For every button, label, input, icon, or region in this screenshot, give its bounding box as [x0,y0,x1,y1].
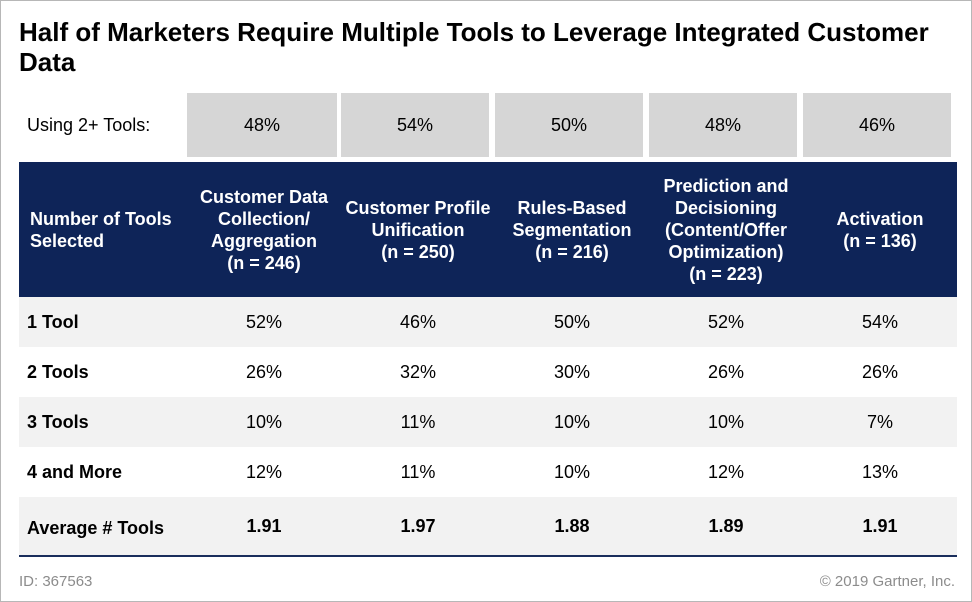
column-n: (n = 216) [535,241,609,262]
row-label: 1 Tool [27,312,79,332]
table-cell: 30% [553,361,591,382]
table-cell: 52% [245,311,283,332]
table-cell: 10% [553,411,591,432]
summary-row: Using 2+ Tools: 48% 54% 50% 48% 46% [19,93,957,157]
column-name: Activation [836,208,924,229]
column-header: Prediction and Decisioning (Content/Offe… [649,162,803,297]
copyright: © 2019 Gartner, Inc. [819,573,955,590]
column-header: Activation (n = 136) [803,162,957,297]
row-label: Average # Tools [27,518,165,538]
table-cell: 46% [399,311,437,332]
table-cell: 1.88 [554,515,590,536]
summary-cell: 54% [341,93,489,157]
table-cell: 32% [399,361,437,382]
header-label: Number of Tools Selected [19,162,187,297]
table-cell: 7% [866,411,893,432]
table-row: 1 Tool 52% 46% 50% 52% 54% [19,297,957,347]
row-label: 3 Tools [27,412,89,432]
table-cell: 11% [400,461,436,482]
table-row: 3 Tools 10% 11% 10% 10% 7% [19,397,957,447]
table-cell: 26% [861,361,899,382]
column-name: Rules-Based Segmentation [512,197,632,240]
summary-cell: 48% [187,93,337,157]
chart-title: Half of Marketers Require Multiple Tools… [19,17,929,77]
table-cell: 1.91 [246,515,282,536]
table-cell: 26% [707,361,745,382]
column-header: Customer Profile Unification (n = 250) [341,162,495,297]
summary-row-label: Using 2+ Tools: [27,115,151,135]
table-cell: 26% [245,361,283,382]
column-n: (n = 136) [843,230,917,251]
table-cell: 11% [400,411,436,432]
column-header: Rules-Based Segmentation (n = 216) [495,162,649,297]
table-cell: 1.97 [400,515,436,536]
column-n: (n = 223) [689,263,763,284]
table-cell: 12% [707,461,745,482]
summary-cell: 50% [495,93,643,157]
column-name: Prediction and Decisioning (Content/Offe… [663,175,789,262]
table-row: 4 and More 12% 11% 10% 12% 13% [19,447,957,497]
row-label: 4 and More [27,462,123,482]
data-table: Number of Tools Selected Customer Data C… [19,162,957,555]
column-header: Customer Data Collection/ Aggregation (n … [187,162,341,297]
column-n: (n = 250) [381,241,455,262]
column-name: Customer Data Collection/ Aggregation [199,186,329,251]
row-label: 2 Tools [27,362,89,382]
summary-cell: 46% [803,93,951,157]
average-row: Average # Tools 1.91 1.97 1.88 1.89 1.91 [19,497,957,555]
table-cell: 54% [861,311,899,332]
table-cell: 1.91 [862,515,898,536]
table-cell: 10% [245,411,283,432]
table-cell: 52% [707,311,745,332]
table-cell: 50% [553,311,591,332]
column-n: (n = 246) [227,252,301,273]
bottom-rule [19,555,957,557]
table-row: 2 Tools 26% 32% 30% 26% 26% [19,347,957,397]
table-cell: 12% [245,461,283,482]
table-cell: 13% [861,461,899,482]
table-cell: 1.89 [708,515,744,536]
document-id: ID: 367563 [19,573,93,590]
summary-cell: 48% [649,93,797,157]
header-row: Number of Tools Selected Customer Data C… [19,162,957,297]
table-cell: 10% [707,411,745,432]
column-name: Customer Profile Unification [345,197,491,240]
table-cell: 10% [553,461,591,482]
header-label-text: Number of Tools Selected [30,208,172,251]
